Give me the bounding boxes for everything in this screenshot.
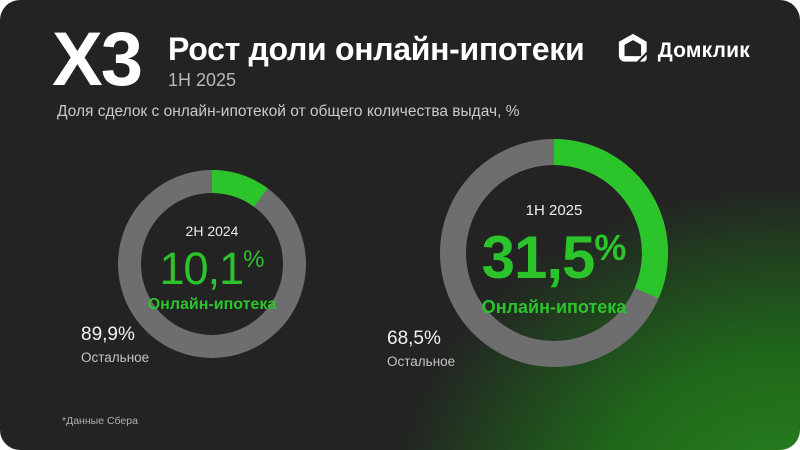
donut-center-2h2024: 2Н 2024 10,1% Онлайн-ипотека — [118, 170, 306, 358]
donut-1h2025: 1Н 2025 31,5% Онлайн-ипотека — [440, 139, 668, 367]
online-share-value: 31,5% — [481, 224, 627, 291]
online-share-value: 10,1% — [159, 242, 265, 294]
page-title: Рост доли онлайн-ипотеки — [168, 31, 585, 67]
rest-share-2h2024: 89,9% Остальное — [81, 324, 149, 365]
rest-share-value: 89,9% — [81, 324, 135, 345]
donut-ring-2h2024 — [118, 170, 306, 358]
domclick-logo-text: Домклик — [657, 38, 750, 62]
donut-2h2024: 2Н 2024 10,1% Онлайн-ипотека — [118, 170, 306, 358]
domclick-house-icon — [617, 32, 649, 69]
rest-share-value: 68,5% — [387, 328, 441, 349]
title-period: 1Н 2025 — [168, 69, 237, 90]
donut-center-1h2025: 1Н 2025 31,5% Онлайн-ипотека — [440, 139, 668, 367]
growth-multiplier: X3 — [52, 17, 143, 102]
donut-ring-1h2025 — [440, 139, 668, 367]
period-label: 1Н 2025 — [525, 202, 583, 219]
rest-share-label: Остальное — [387, 354, 456, 369]
rest-share-label: Остальное — [81, 350, 150, 365]
data-source-footnote: *Данные Сбера — [62, 415, 138, 427]
online-share-label: Онлайн-ипотека — [481, 297, 627, 317]
rest-share-1h2025: 68,5% Остальное — [387, 328, 455, 369]
period-label: 2Н 2024 — [185, 222, 239, 239]
domclick-logo: Домклик — [617, 32, 750, 69]
chart-subtitle: Доля сделок с онлайн-ипотекой от общего … — [57, 103, 520, 120]
online-share-label: Онлайн-ипотека — [147, 295, 277, 313]
title-block: Рост доли онлайн-ипотеки 1Н 2025 — [168, 31, 585, 91]
